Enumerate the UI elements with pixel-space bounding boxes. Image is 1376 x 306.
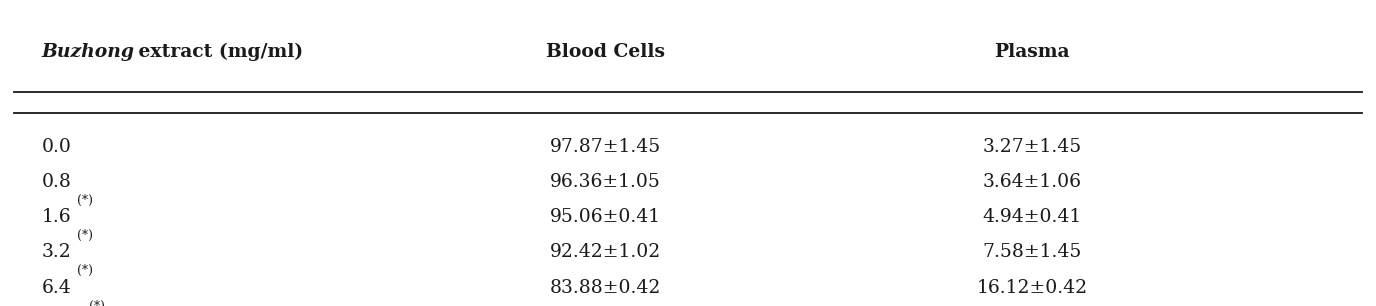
Text: 0.0: 0.0 xyxy=(41,138,72,156)
Text: 97.87±1.45: 97.87±1.45 xyxy=(550,138,660,156)
Text: 0.8: 0.8 xyxy=(41,173,72,191)
Text: (*): (*) xyxy=(89,300,106,306)
Text: 1.6: 1.6 xyxy=(41,208,72,226)
Text: (*): (*) xyxy=(77,264,94,277)
Text: (*): (*) xyxy=(77,194,94,207)
Text: 95.06±0.41: 95.06±0.41 xyxy=(550,208,660,226)
Text: 96.36±1.05: 96.36±1.05 xyxy=(550,173,660,191)
Text: 16.12±0.42: 16.12±0.42 xyxy=(977,279,1087,297)
Text: Plasma: Plasma xyxy=(995,43,1069,61)
Text: (*): (*) xyxy=(77,229,94,242)
Text: 3.27±1.45: 3.27±1.45 xyxy=(982,138,1082,156)
Text: 83.88±0.42: 83.88±0.42 xyxy=(550,279,660,297)
Text: Buzhong: Buzhong xyxy=(41,43,135,61)
Text: 4.94±0.41: 4.94±0.41 xyxy=(982,208,1082,226)
Text: Blood Cells: Blood Cells xyxy=(546,43,665,61)
Text: 6.4: 6.4 xyxy=(41,279,72,297)
Text: 7.58±1.45: 7.58±1.45 xyxy=(982,244,1082,261)
Text: 3.64±1.06: 3.64±1.06 xyxy=(982,173,1082,191)
Text: 92.42±1.02: 92.42±1.02 xyxy=(550,244,660,261)
Text: 3.2: 3.2 xyxy=(41,244,72,261)
Text: extract (mg/ml): extract (mg/ml) xyxy=(132,43,303,61)
